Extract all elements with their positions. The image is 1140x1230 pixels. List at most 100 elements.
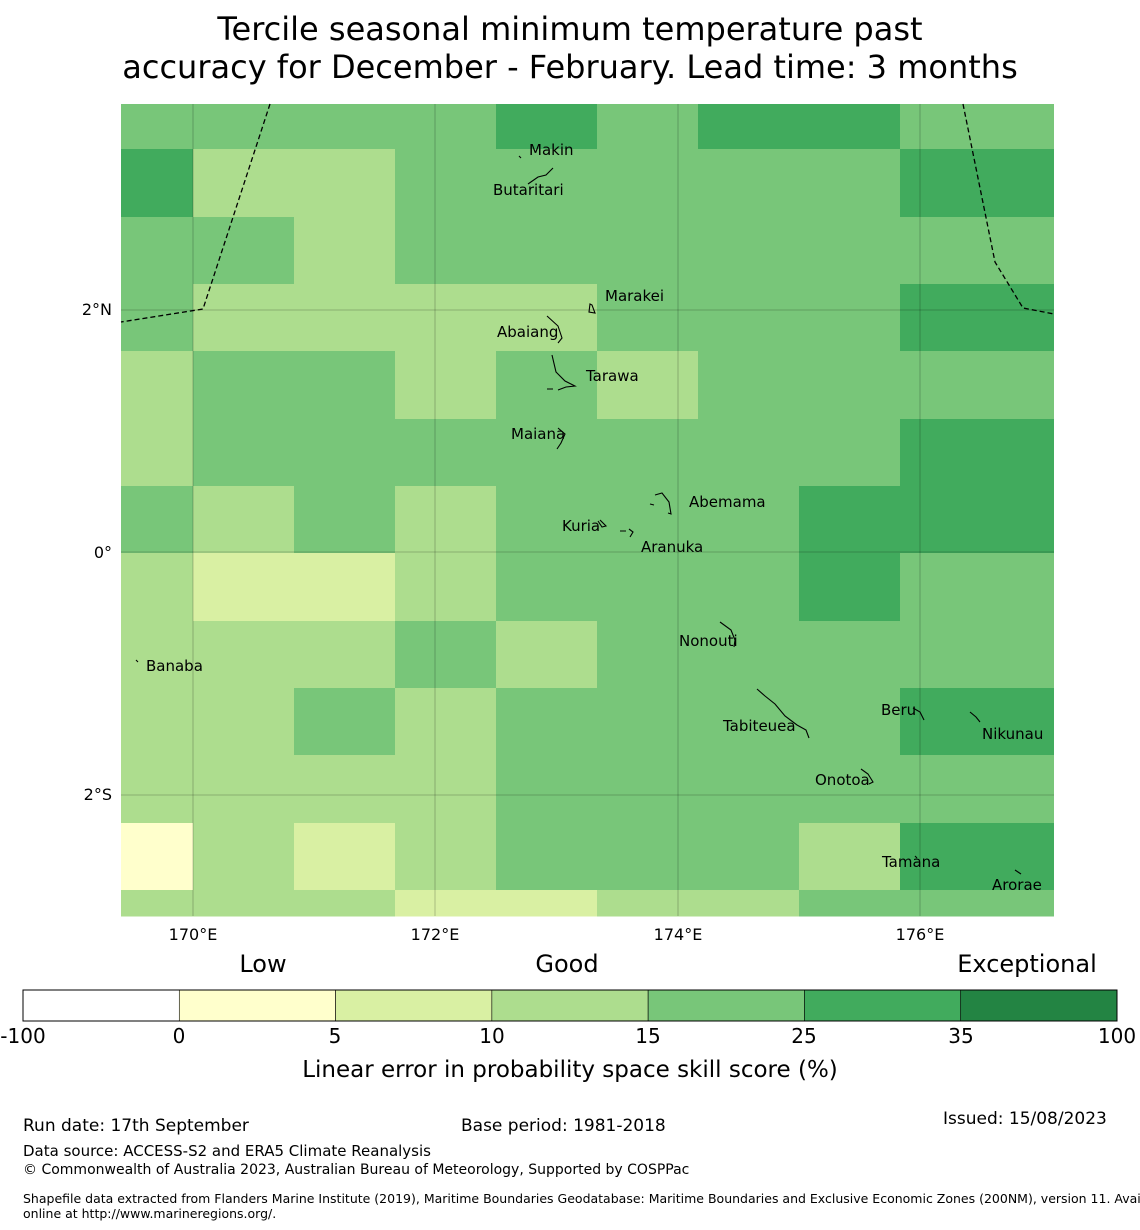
colorbar [22,989,1118,1022]
label-onotoa: Onotoa [815,771,870,789]
grid-cell-r2-c6 [698,217,800,285]
grid-cell-r5-c0 [121,419,194,487]
grid-cell-r7-c6 [698,553,800,622]
colorbar-ticks: -100 0 5 10 15 25 35 100 [0,1024,1136,1048]
grid-cell-r1-c8 [900,149,1002,218]
grid-cell-r2-c0 [121,217,194,285]
colorbar-segment-0 [22,989,180,1022]
island-banaba [135,659,139,663]
grid-cell-r1-c7 [799,149,901,218]
colorbar-frame [22,989,1118,1022]
grid-cell-r9-c8 [900,688,1002,756]
grid-cell-r8-c8 [900,621,1002,689]
grid-cell-r3-c2 [294,284,396,352]
grid-cell-r12-c5 [597,890,699,917]
grid-cell-r8-c3 [395,621,497,689]
grid-cell-r6-c4 [496,486,598,554]
grid-cell-r3-c7 [799,284,901,352]
grid-cell-r6-c0 [121,486,194,554]
grid-cell-r11-c8 [900,823,1002,891]
grid-cell-r12-c6 [698,890,800,917]
label-banaba: Banaba [146,657,203,675]
grid-cell-r9-c5 [597,688,699,756]
grid-cell-r7-c8 [900,553,1002,622]
island-abaiang [546,315,563,344]
colorbar-label: Linear error in probability space skill … [302,1057,838,1083]
base-period: Base period: 1981-2018 [461,1116,666,1136]
tick-35: 35 [948,1024,973,1048]
grid-cell-r5-c4 [496,419,598,487]
grid-cell-r6-c3 [395,486,497,554]
island-kuria [597,519,608,528]
grid-cell-r4-c2 [294,351,396,420]
grid-cell-r2-c1 [193,217,295,285]
grid-cell-r10-c5 [597,755,699,824]
grid-cell-r1-c4 [496,149,598,218]
grid-cell-r4-c5 [597,351,699,420]
grid-cell-r0-c6 [698,104,800,150]
label-beru: Beru [881,701,916,719]
grid-cell-r12-c3 [395,890,497,917]
grid-cell-r11-edge [1001,823,1054,891]
grid-cell-r1-c5 [597,149,699,218]
grid-cell-r3-c4 [496,284,598,352]
grid-cell-r4-c4 [496,351,598,420]
grid-cell-r11-c4 [496,823,598,891]
grid-cell-r3-c6 [698,284,800,352]
label-maiana: Maiana [511,425,565,443]
grid-cell-r8-c6 [698,621,800,689]
grid-cell-r6-c6 [698,486,800,554]
lat-label-2s: 2°S [84,785,112,804]
grid-cell-r0-c1 [193,104,295,150]
grid-cell-r9-c0 [121,688,194,756]
grid-cell-r5-c8 [900,419,1002,487]
label-arorae: Arorae [992,876,1042,894]
label-tamana: Tamana [881,853,940,871]
grid-cell-r12-c1 [193,890,295,917]
grid-cell-r3-edge [1001,284,1054,352]
grid-cell-r6-c7 [799,486,901,554]
grid-cell-r7-c1 [193,553,295,622]
copyright: © Commonwealth of Australia 2023, Austra… [23,1162,690,1178]
title-line-2: accuracy for December - February. Lead t… [122,48,1018,86]
grid-cell-r4-c7 [799,351,901,420]
grid-cell-r3-c5 [597,284,699,352]
grid-cell-r7-c2 [294,553,396,622]
title-line-1: Tercile seasonal minimum temperature pas… [217,10,923,48]
lon-label-174e: 174°E [654,925,703,944]
legend-category-exceptional: Exceptional [957,950,1097,978]
grid-cell-r1-c3 [395,149,497,218]
map-title: Tercile seasonal minimum temperature pas… [0,10,1140,86]
shapefile-credit-line-1: Shapefile data extracted from Flanders M… [23,1191,1140,1206]
grid-cell-r0-c2 [294,104,396,150]
grid-cell-r8-c1 [193,621,295,689]
grid-cell-r12-c2 [294,890,396,917]
grid-cell-r2-c3 [395,217,497,285]
skill-grid [121,104,1054,917]
label-tabiteuea: Tabiteuea [722,717,796,735]
run-date: Run date: 17th September [23,1116,249,1136]
grid-cell-r7-c7 [799,553,901,622]
grid-cell-r10-c2 [294,755,396,824]
island-onotoa [860,768,874,785]
grid-cell-r11-c3 [395,823,497,891]
grid-cell-r0-edge [1001,104,1054,150]
grid-cell-r3-c3 [395,284,497,352]
grid-cell-r8-edge [1001,621,1054,689]
grid-cell-r12-c4 [496,890,598,917]
grid-cell-r8-c0 [121,621,194,689]
colorbar-segment-6 [960,989,1118,1022]
label-tarawa: Tarawa [585,367,639,385]
island-butaritari [527,167,554,185]
island-tarawa [547,354,577,391]
grid-cell-r6-c8 [900,486,1002,554]
legend-category-low: Low [239,950,286,978]
colorbar-segment-1 [178,989,336,1022]
grid-cell-r0-c5 [597,104,699,150]
grid-cell-r12-c8 [900,890,1002,917]
grid-cell-r7-c3 [395,553,497,622]
island-nikunau [969,711,981,723]
grid-cell-r5-c5 [597,419,699,487]
grid-cell-r10-edge [1001,755,1054,824]
island-tabiteuea [756,688,810,739]
